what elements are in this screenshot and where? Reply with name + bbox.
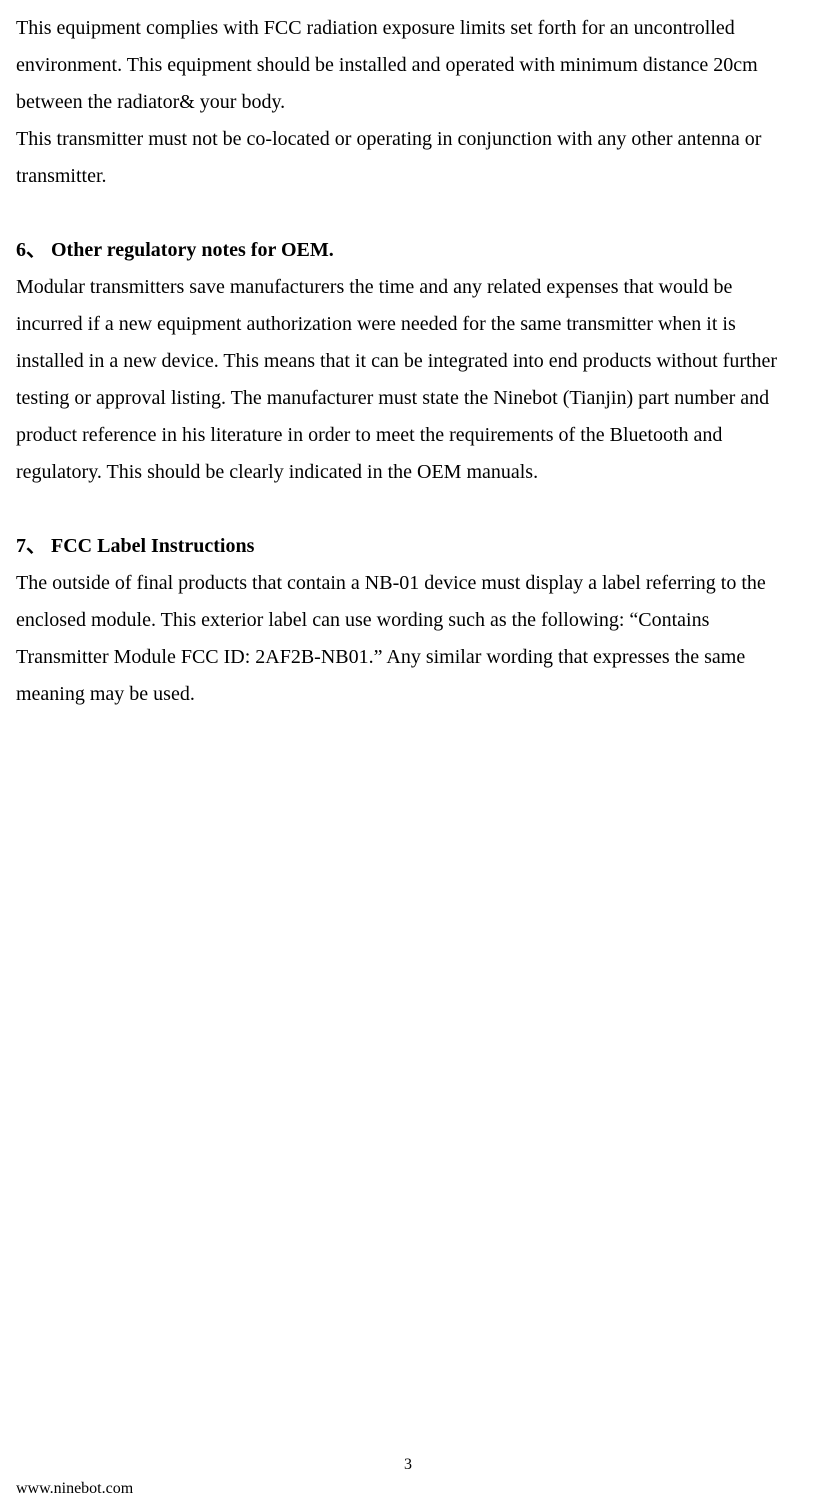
section-7-body: The outside of final products that conta… xyxy=(16,565,800,713)
intro-paragraph-1: This equipment complies with FCC radiati… xyxy=(16,10,800,121)
section-spacer xyxy=(16,195,800,232)
footer-website: www.ninebot.com xyxy=(0,1480,816,1498)
document-body: This equipment complies with FCC radiati… xyxy=(0,0,816,713)
section-6-body: Modular transmitters save manufacturers … xyxy=(16,269,800,491)
section-spacer xyxy=(16,491,800,528)
section-6-heading: 6、 Other regulatory notes for OEM. xyxy=(16,232,800,269)
section-7-heading: 7、 FCC Label Instructions xyxy=(16,528,800,565)
page-number: 3 xyxy=(0,1456,816,1474)
intro-paragraph-2: This transmitter must not be co-located … xyxy=(16,121,800,195)
page-footer: 3 www.ninebot.com xyxy=(0,1456,816,1498)
